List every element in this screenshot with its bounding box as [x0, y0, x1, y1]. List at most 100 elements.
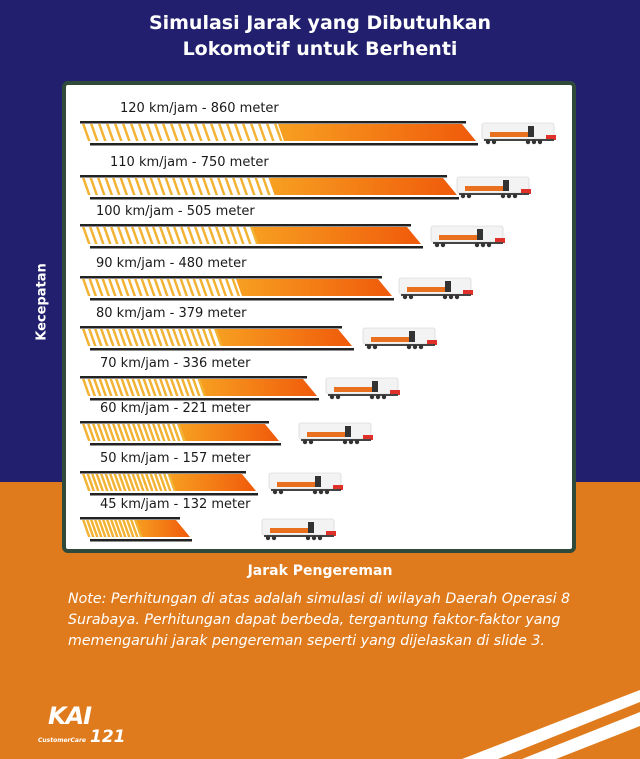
bar-stripe — [146, 124, 155, 141]
bar-stripe — [102, 520, 111, 537]
logo-number: 121 — [90, 727, 126, 747]
loco-wheel — [271, 535, 277, 541]
bar-stripe — [180, 227, 189, 244]
loco-wheel — [372, 344, 378, 350]
bar-stripe — [148, 329, 157, 346]
bar-stripe — [173, 227, 182, 244]
loco-wheel — [375, 394, 381, 400]
loco-stripe — [490, 132, 534, 137]
bar-stripe — [106, 520, 115, 537]
bar-stripe — [98, 520, 107, 537]
bar-stripe — [96, 227, 105, 244]
bar-stripe — [115, 379, 124, 396]
bar-stripe — [234, 124, 243, 141]
loco-wheel — [466, 193, 472, 199]
bar-fill — [236, 279, 392, 296]
stripe-1 — [462, 690, 640, 759]
bar-stripe — [102, 424, 111, 441]
locomotive-icon — [362, 327, 437, 350]
bar-stripe — [100, 474, 109, 491]
bar-stripe — [149, 178, 159, 195]
bar-stripe — [164, 379, 174, 396]
bar-stripe — [140, 279, 150, 296]
bar-stripe — [250, 124, 259, 141]
bar-stripe — [166, 227, 175, 244]
bar-stripe — [166, 329, 175, 346]
bar-stripe — [152, 227, 161, 244]
bar-stripe — [131, 474, 141, 491]
bar-stripe — [119, 178, 129, 195]
bar-stripe — [186, 379, 196, 396]
bar-fill — [216, 329, 352, 346]
bar-bottom-rail — [90, 143, 478, 146]
bar-stripe — [86, 520, 95, 537]
bar-stripe — [88, 329, 97, 346]
bar-stripe — [82, 279, 91, 296]
bar-stripe — [89, 227, 98, 244]
locomotive-icon — [261, 518, 336, 541]
loco-frame — [484, 139, 554, 141]
loco-wheel — [342, 439, 348, 445]
bar-stripe — [137, 424, 146, 441]
loco-door — [409, 331, 415, 342]
bar-top-rail — [80, 224, 411, 227]
loco-wheel — [454, 294, 460, 300]
bar-stripe — [142, 424, 151, 441]
loco-wheel — [348, 439, 354, 445]
loco-nose — [521, 189, 531, 194]
bar-stripe — [187, 227, 196, 244]
bar-stripe — [179, 178, 189, 195]
loco-wheel — [408, 294, 414, 300]
bar-stripe — [114, 520, 123, 537]
bar-stripe — [196, 329, 205, 346]
bar-stripe — [179, 279, 189, 296]
bar-top-rail — [80, 121, 466, 124]
locomotive-icon — [325, 377, 400, 400]
bar-bottom-rail — [90, 348, 354, 351]
bar-row: 110 km/jam - 750 meter — [80, 155, 531, 200]
bar-stripe — [154, 124, 163, 141]
loco-wheel — [311, 535, 317, 541]
bar-row: 70 km/jam - 336 meter — [80, 356, 400, 401]
loco-wheel — [265, 535, 271, 541]
loco-stripe — [439, 235, 483, 240]
loco-stripe — [307, 432, 351, 437]
bar-stripe — [153, 279, 163, 296]
loco-wheel — [317, 535, 323, 541]
bar-row: 120 km/jam - 860 meter — [80, 101, 556, 146]
loco-wheel — [525, 139, 531, 145]
bar-stripe — [140, 474, 150, 491]
bar-stripe — [192, 379, 201, 396]
bar-stripe — [122, 520, 131, 537]
bar-stripe — [110, 520, 119, 537]
bar-stripe — [160, 329, 169, 346]
bar-stripe — [173, 279, 182, 296]
loco-frame — [433, 242, 503, 244]
bar-stripe — [114, 124, 123, 141]
bar-stripe — [194, 227, 203, 244]
bar-top-rail — [80, 276, 382, 279]
bar-stripe — [134, 279, 143, 296]
loco-nose — [427, 340, 437, 345]
bar-fill — [198, 379, 317, 396]
bar-stripe — [178, 124, 187, 141]
bar-stripe — [145, 227, 154, 244]
bar-stripe — [101, 279, 111, 296]
bar-stripe — [112, 178, 121, 195]
bar-stripe — [118, 474, 127, 491]
loco-wheel — [434, 242, 440, 248]
bar-stripe — [134, 178, 144, 195]
loco-wheel — [354, 439, 360, 445]
bar-stripe — [162, 124, 171, 141]
bar-stripe — [104, 474, 114, 491]
bar-row: 90 km/jam - 480 meter — [80, 256, 473, 301]
loco-wheel — [500, 193, 506, 199]
bar-fill — [179, 424, 279, 441]
bar-top-rail — [80, 326, 342, 329]
bar-stripe — [258, 124, 267, 141]
bar-bottom-rail — [90, 246, 423, 249]
loco-wheel — [448, 294, 454, 300]
bar-stripe — [170, 379, 179, 396]
loco-door — [308, 522, 314, 533]
bar-stripe — [202, 329, 211, 346]
